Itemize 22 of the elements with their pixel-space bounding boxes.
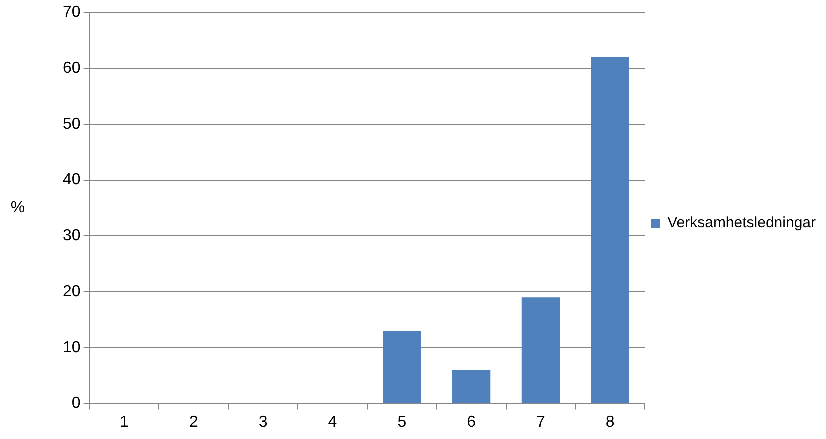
x-tick-label: 1 bbox=[120, 414, 130, 431]
y-tick-label: 20 bbox=[63, 283, 81, 300]
x-tick-label: 2 bbox=[189, 414, 198, 431]
x-tick-label: 5 bbox=[398, 414, 407, 431]
bar bbox=[522, 298, 560, 404]
x-tick-label: 3 bbox=[258, 414, 268, 431]
bar bbox=[452, 370, 491, 404]
y-tick-label: 60 bbox=[63, 60, 81, 77]
legend-label: Verksamhetsledningar bbox=[668, 214, 816, 232]
x-tick-label: 4 bbox=[328, 414, 338, 431]
y-tick-label: 0 bbox=[72, 395, 81, 412]
y-tick-label: 30 bbox=[63, 228, 81, 245]
y-tick-label: 70 bbox=[63, 4, 81, 22]
x-tick-label: 8 bbox=[606, 414, 615, 431]
x-tick-label: 7 bbox=[536, 414, 546, 431]
y-axis-title: % bbox=[10, 200, 26, 217]
bar bbox=[591, 57, 630, 404]
y-tick-label: 50 bbox=[63, 116, 81, 133]
y-tick-label: 40 bbox=[63, 172, 81, 189]
x-tick-label: 6 bbox=[467, 414, 476, 431]
y-tick-label: 10 bbox=[63, 339, 81, 356]
bar bbox=[383, 331, 422, 404]
